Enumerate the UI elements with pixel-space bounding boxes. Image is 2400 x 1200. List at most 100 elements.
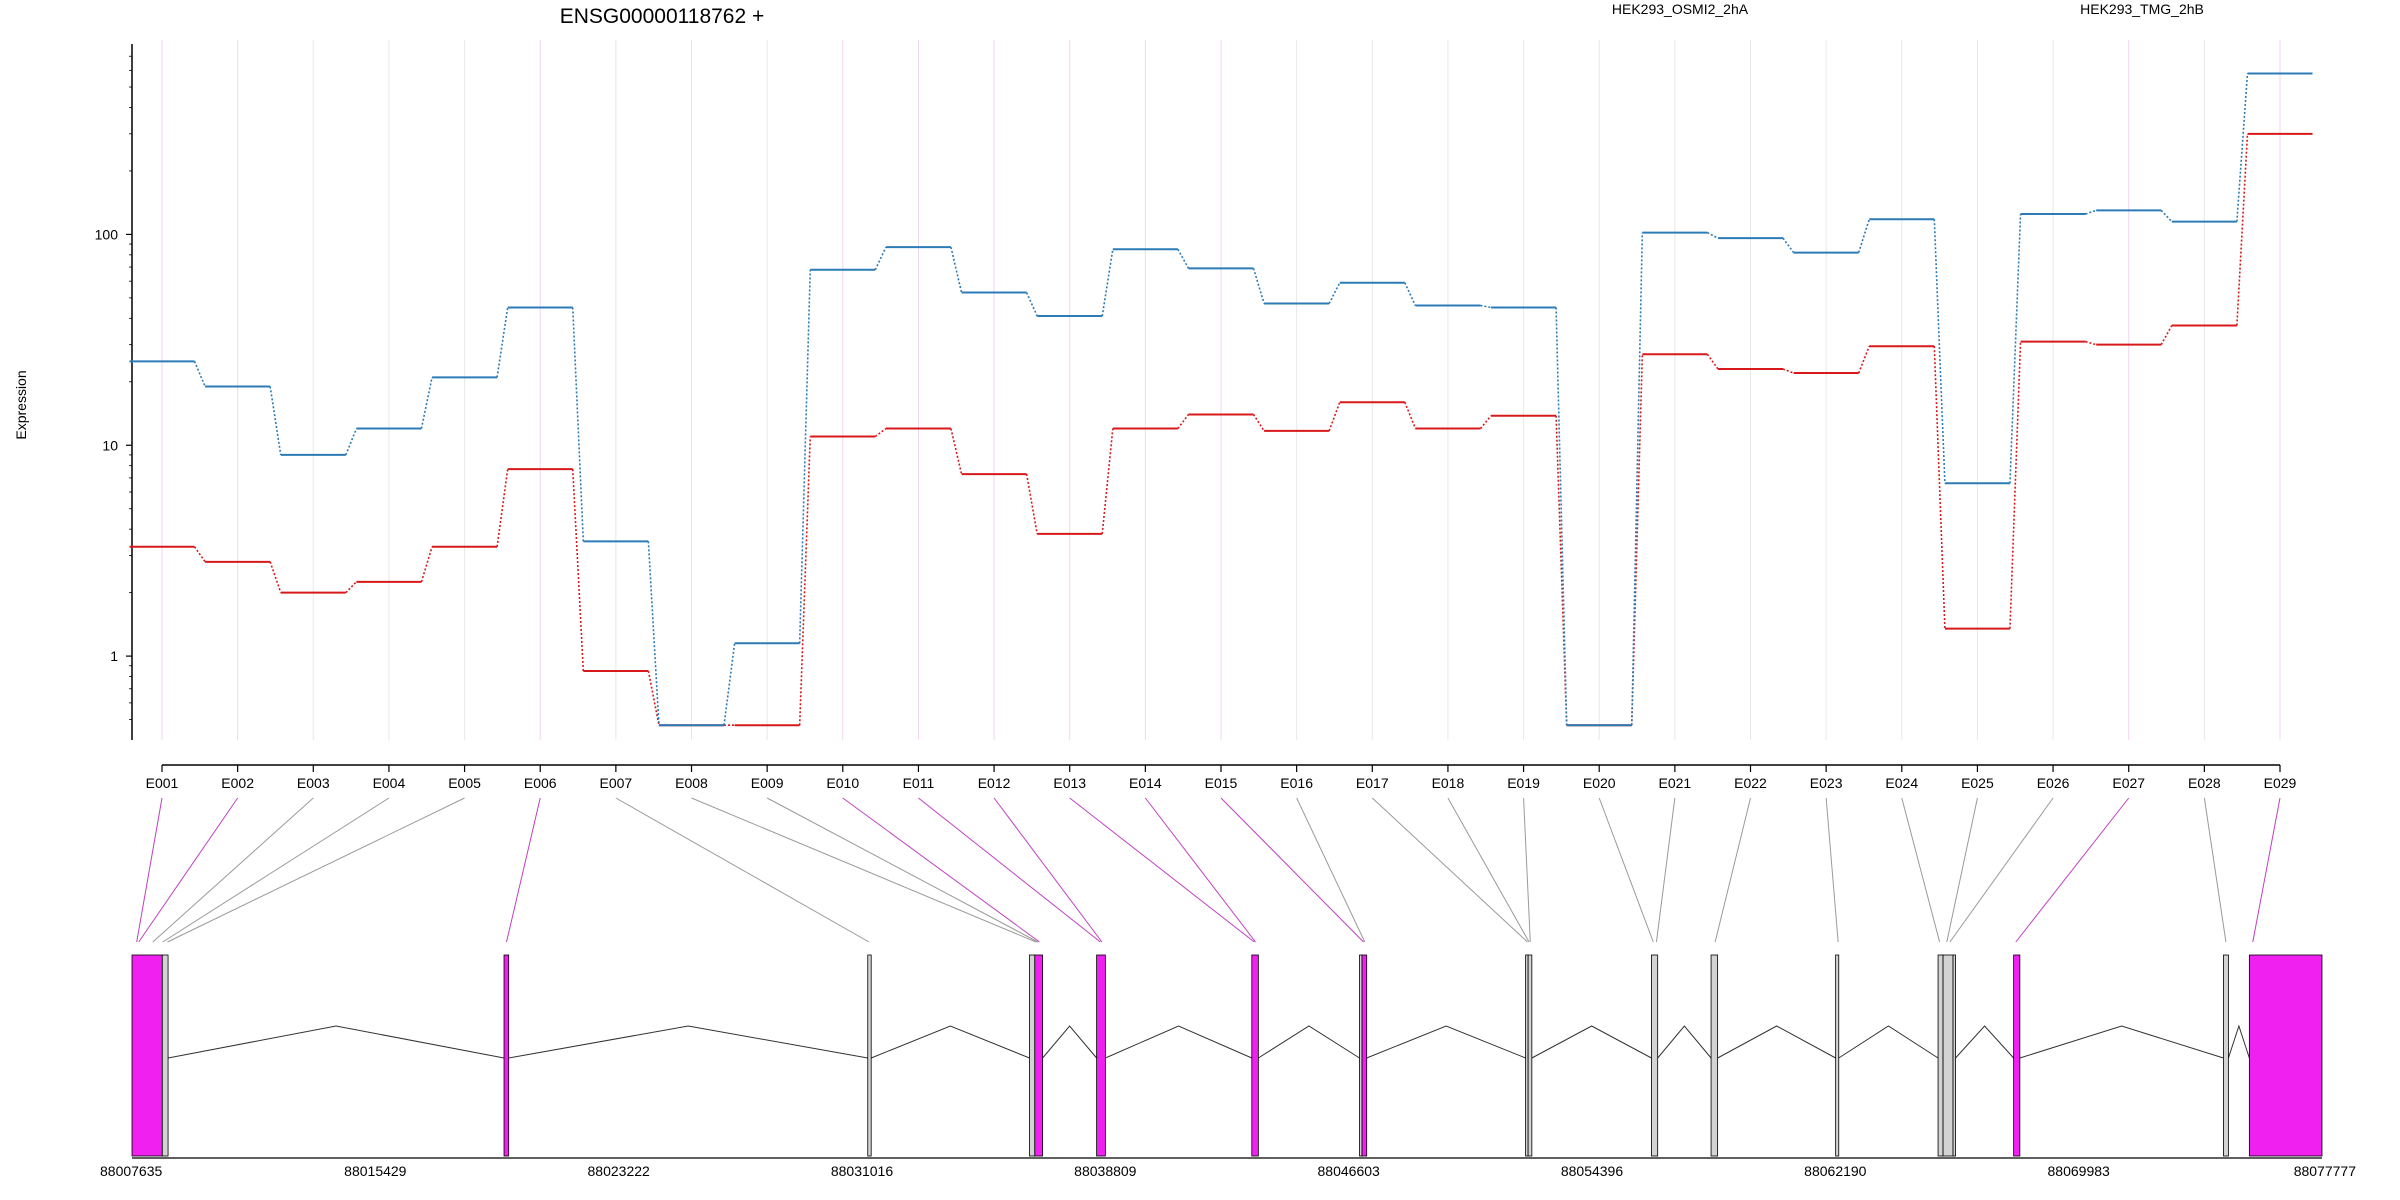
exon-bin-label-e008: E008 [675,775,708,791]
exon [1835,954,1840,1157]
connector-e027 [2015,797,2130,943]
series-hek293-tmg-2hb-transition [1101,249,1114,317]
series-hek293-tmg-2hb-transition [1933,219,1946,484]
exon [1029,954,1036,1157]
series-hek293-osmi2-2ha-transition [193,546,206,563]
connector-e003 [152,797,314,943]
connector-e018 [1447,797,1530,943]
series-hek293-osmi2-2ha-transition [1177,413,1190,430]
exon-highlighted [2248,954,2323,1157]
connector-e025 [1946,797,1978,943]
exon-bin-label-e016: E016 [1280,775,1313,791]
series-hek293-tmg-2hb-transition [723,643,736,726]
coordinate-tick-label: 88062190 [1804,1163,1867,1179]
exon-highlighted [131,954,163,1157]
intron-line [508,1025,868,1059]
coordinate-tick-label: 88007635 [100,1163,163,1179]
exon-bin-label-e020: E020 [1583,775,1616,791]
coordinate-tick-label: 88046603 [1318,1163,1381,1179]
exon-bin-label-e027: E027 [2112,775,2145,791]
series-hek293-tmg-2hb-transition [1555,307,1568,726]
series-hek293-osmi2-2ha-transition [1328,401,1341,432]
connector-e028 [2203,797,2227,943]
connector-e015 [1220,797,1364,943]
intron-line [2227,1024,2250,1059]
intron-line [1657,1025,1712,1059]
exon-bin-label-e018: E018 [1432,775,1465,791]
series-hek293-tmg-2hb-transition [647,541,660,726]
exon [1651,954,1659,1157]
series-hek293-osmi2-2ha-transition [798,436,812,726]
exon [161,954,169,1157]
exon-bin-label-e015: E015 [1205,775,1238,791]
series-hek293-osmi2-2ha-transition [571,469,585,672]
series-hek293-tmg-2hb-transition [1707,231,1719,239]
series-hek293-tmg-2hb-transition [420,377,433,429]
y-tick-label: 100 [95,226,119,242]
series-hek293-tmg-2hb-transition [1025,292,1038,317]
coordinate-tick-label: 88031016 [831,1163,894,1179]
exon-bin-label-e017: E017 [1356,775,1389,791]
coordinate-tick-label: 88069983 [2048,1163,2111,1179]
connector-e023 [1825,797,1839,943]
series-hek293-osmi2-2ha-transition [420,546,433,583]
series-hek293-osmi2-2ha-transition [1025,473,1038,534]
series-hek293-tmg-2hb-transition [1252,268,1265,304]
series-hek293-osmi2-2ha-transition [1706,353,1719,370]
exon [1937,954,1944,1157]
exon [1527,954,1533,1157]
exon-bin-label-e014: E014 [1129,775,1162,791]
series-hek293-osmi2-2ha-transition [2085,340,2097,346]
exon-bin-label-e010: E010 [826,775,859,791]
series-hek293-osmi2-2ha-transition [647,670,660,726]
exon-bin-label-e022: E022 [1734,775,1767,791]
x-axis-ticks: E001 E002 E003 E004 E005 E006 E007 E008 E009 E010… [146,765,2297,791]
coordinate-tick-label: 88038809 [1074,1163,1137,1179]
intron-line [1258,1025,1360,1059]
exon-bin-label-e028: E028 [2188,775,2221,791]
intron-line [1955,1025,2014,1059]
legend-entry-osmi2: HEK293_OSMI2_2hA [1612,1,1749,17]
exon-highlighted [1096,954,1106,1157]
series-hek293-tmg-2hb-transition [950,246,963,293]
vertical-gridlines [161,40,2281,740]
series-hek293-tmg-2hb-transition [874,246,887,271]
series-hek293-tmg-2hb-transition [269,386,282,456]
exon-bin-label-e025: E025 [1961,775,1994,791]
exon-bin-label-e023: E023 [1810,775,1843,791]
exon-bin-label-e013: E013 [1053,775,1086,791]
series-hek293-tmg-2hb-transition [1782,237,1795,254]
series-hek293-tmg-2hb-transition [1857,219,1871,253]
exon-bin-label-e019: E019 [1507,775,1540,791]
series-hek293-tmg-2hb-transition [2085,209,2097,215]
connector-e021 [1655,797,1676,943]
exon-highlighted [1361,954,1368,1157]
series-hek293-tmg-2hb-transition [2009,213,2022,484]
series-hek293-osmi2-2ha-transition [874,427,887,438]
intron-line [1042,1025,1097,1059]
series-hek293-tmg-2hb-transition [1328,282,1341,304]
connector-e019 [1523,797,1531,943]
exon-bin-label-e006: E006 [524,775,557,791]
series-hek293-osmi2-2ha-transition [345,581,357,594]
series-hek293-tmg-2hb-transition [1404,282,1417,306]
exon-bin-label-e024: E024 [1885,775,1918,791]
series-hek293-tmg-2hb-transition [496,307,509,378]
gene-model [131,954,2323,1159]
exon-bin-label-e009: E009 [751,775,784,791]
intron-line [2019,1025,2224,1059]
exon-bin-label-e021: E021 [1659,775,1692,791]
connector-e022 [1714,797,1751,943]
exon-bin-label-e001: E001 [146,775,179,791]
connector-e010 [842,797,1040,943]
connector-e024 [1901,797,1941,943]
intron-line [1531,1025,1652,1059]
series-hek293-osmi2-2ha-transition [1101,428,1114,534]
series-hek293-tmg-2hb-transition [1177,248,1190,269]
series-hek293-osmi2-2ha-transition [1933,346,1946,629]
connector-e020 [1598,797,1654,943]
connector-e014 [1144,797,1256,943]
series-hek293-tmg-2hb-transition [1480,304,1492,309]
series-hek293-tmg-2hb-transition [1630,232,1644,726]
y-tick-label: 1 [110,648,118,664]
